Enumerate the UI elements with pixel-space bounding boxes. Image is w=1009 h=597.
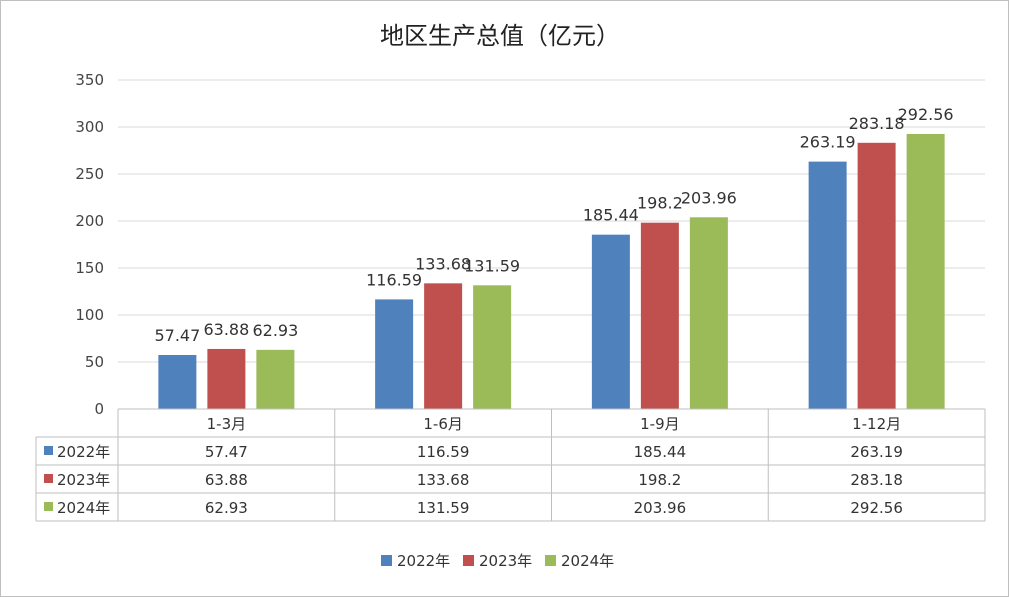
- bar: [640, 222, 679, 409]
- data-label: 63.88: [203, 320, 249, 339]
- category-label: 1-6月: [423, 415, 463, 433]
- bar: [256, 349, 295, 409]
- legend-swatch: [381, 555, 392, 566]
- legend-label: 2022年: [397, 552, 450, 570]
- bars: [158, 133, 945, 410]
- data-label: 198.2: [637, 194, 683, 213]
- legend-swatch: [463, 555, 474, 566]
- bar: [473, 285, 512, 409]
- y-axis: 0 50 100 150 200 250 300 350: [75, 71, 104, 418]
- table-cell: 57.47: [205, 443, 248, 461]
- y-tick-label: 100: [75, 306, 104, 324]
- table-cell: 116.59: [417, 443, 470, 461]
- data-label: 116.59: [366, 270, 422, 289]
- table-cell: 185.44: [634, 443, 687, 461]
- legend-label: 2023年: [479, 552, 532, 570]
- table-cell: 62.93: [205, 499, 248, 517]
- table-series-name: 2022年: [57, 443, 110, 461]
- table-cell: 203.96: [634, 499, 687, 517]
- y-tick-label: 300: [75, 118, 104, 136]
- data-label: 131.59: [464, 256, 520, 275]
- category-label: 1-3月: [207, 415, 247, 433]
- y-tick-label: 350: [75, 71, 104, 89]
- data-label: 203.96: [681, 188, 737, 207]
- table-legend-key: [44, 474, 53, 483]
- table-legend-key: [44, 502, 53, 511]
- category-label: 1-9月: [640, 415, 680, 433]
- data-label: 62.93: [252, 321, 298, 340]
- bar: [857, 142, 896, 410]
- legend: 2022年 2023年 2024年: [381, 552, 614, 570]
- bar: [591, 234, 630, 409]
- data-label: 292.56: [898, 105, 954, 124]
- data-label: 283.18: [849, 114, 905, 133]
- table-series-name: 2023年: [57, 471, 110, 489]
- y-tick-label: 0: [94, 400, 104, 418]
- bar: [424, 283, 463, 409]
- legend-swatch: [545, 555, 556, 566]
- chart-title: 地区生产总值（亿元）: [380, 22, 620, 50]
- category-label: 1-12月: [852, 415, 901, 433]
- legend-label: 2024年: [561, 552, 614, 570]
- table-cell: 198.2: [638, 471, 681, 489]
- bar: [375, 299, 414, 409]
- y-tick-label: 50: [85, 353, 104, 371]
- table-cell: 263.19: [850, 443, 903, 461]
- data-label: 57.47: [154, 326, 200, 345]
- table-cell: 131.59: [417, 499, 470, 517]
- bar: [158, 354, 197, 409]
- table-cell: 63.88: [205, 471, 248, 489]
- data-table: 1-3月 1-6月 1-9月 1-12月 2022年 57.47 116.59 185.44 2…: [35, 408, 986, 522]
- bar: [808, 161, 847, 409]
- table-cell: 133.68: [417, 471, 470, 489]
- y-tick-label: 250: [75, 165, 104, 183]
- data-label: 263.19: [800, 133, 856, 152]
- table-series-name: 2024年: [57, 499, 110, 517]
- y-tick-label: 150: [75, 259, 104, 277]
- table-cell: 283.18: [850, 471, 903, 489]
- data-label: 185.44: [583, 206, 639, 225]
- table-cell: 292.56: [850, 499, 903, 517]
- bar: [689, 217, 728, 409]
- bar: [906, 133, 945, 410]
- table-legend-key: [44, 446, 53, 455]
- y-tick-label: 200: [75, 212, 104, 230]
- bar: [207, 348, 246, 409]
- data-label: 133.68: [415, 254, 471, 273]
